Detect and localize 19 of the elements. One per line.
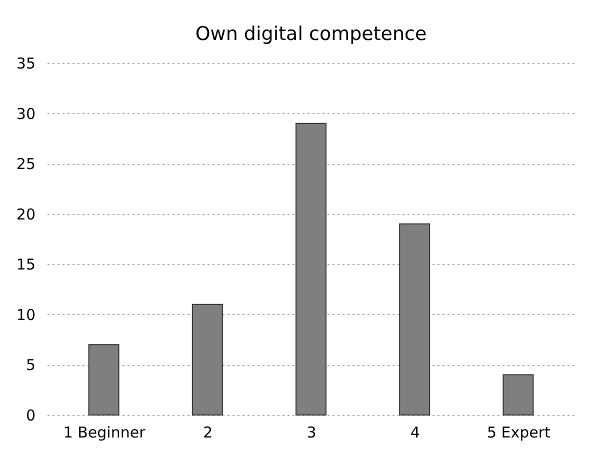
bar xyxy=(399,223,430,416)
y-tick-label: 35 xyxy=(16,54,36,72)
x-tick-label: 3 xyxy=(306,424,316,442)
y-tick-label: 10 xyxy=(16,306,36,324)
y-tick-label: 30 xyxy=(16,104,36,123)
x-tick-label: 5 Expert xyxy=(486,424,551,442)
bar xyxy=(296,122,326,416)
x-tick-label: 2 xyxy=(203,424,213,442)
y-tick-label: 25 xyxy=(16,155,36,174)
bar xyxy=(502,374,534,416)
x-tick-label: 4 xyxy=(410,424,420,442)
y-tick-label: 15 xyxy=(16,256,36,274)
chart-title: Own digital competence xyxy=(195,23,427,45)
y-tick-label: 5 xyxy=(26,356,36,374)
bar xyxy=(88,344,120,416)
y-tick-label: 0 xyxy=(26,406,36,424)
bar xyxy=(192,304,223,416)
y-tick-label: 20 xyxy=(16,205,36,224)
x-tick-label: 1 Beginner xyxy=(63,424,146,442)
